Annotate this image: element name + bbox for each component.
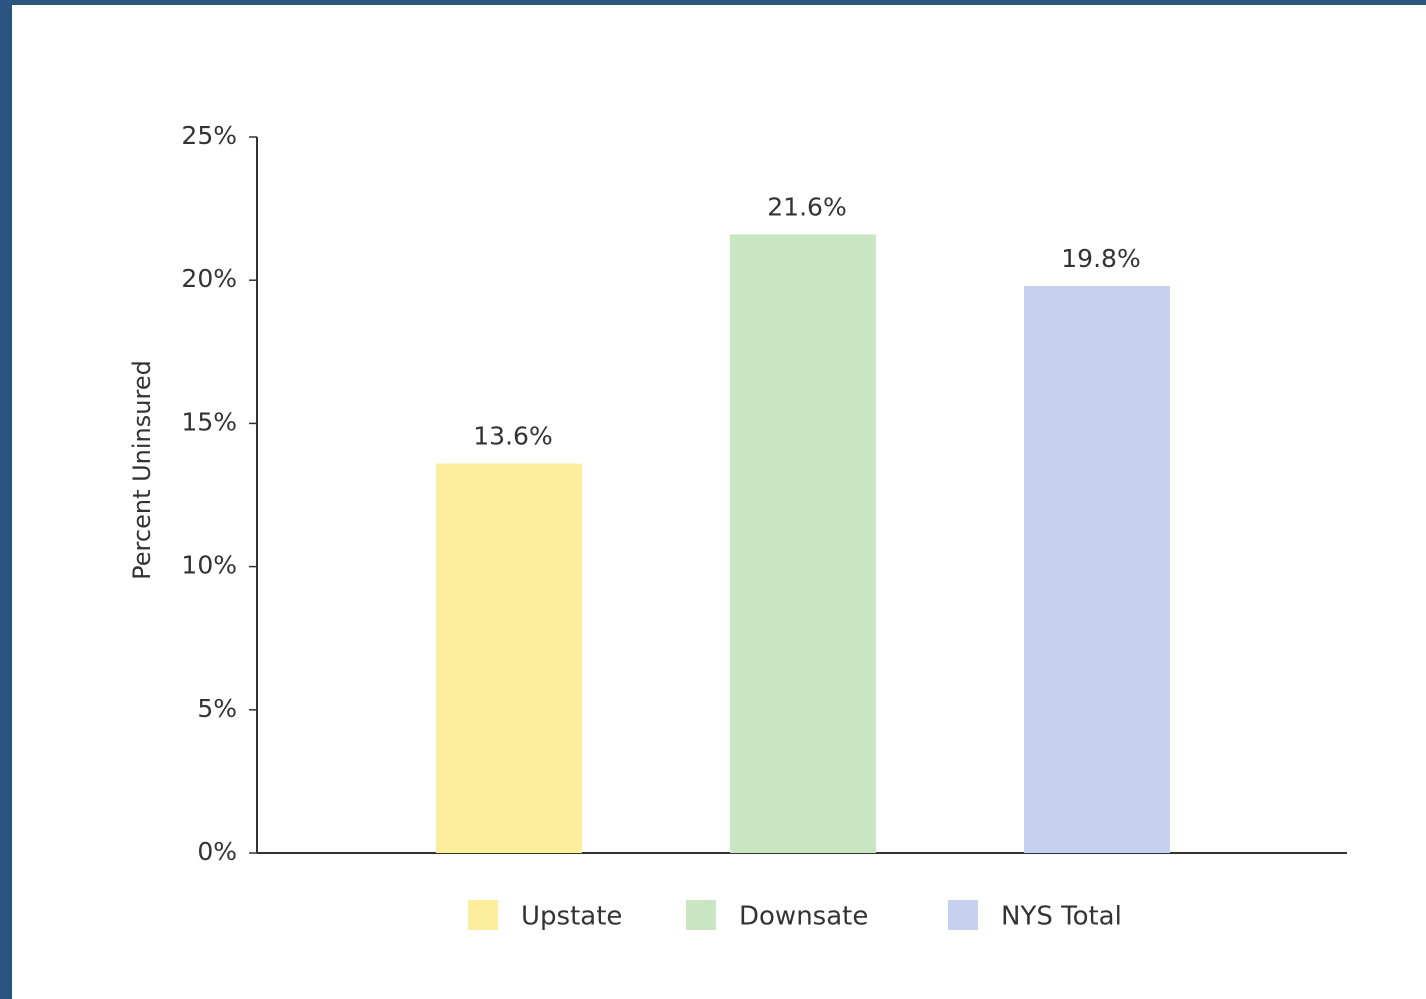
y-axis-title: Percent Uninsured — [128, 360, 156, 580]
legend-swatch — [948, 900, 978, 930]
bar — [436, 463, 582, 853]
y-tick-label: 10% — [181, 551, 237, 580]
bar — [1024, 285, 1170, 854]
value-label: 19.8% — [1061, 244, 1140, 273]
legend-swatch — [468, 900, 498, 930]
legend-label: Downsate — [739, 902, 868, 932]
legend-label: NYS Total — [1001, 902, 1122, 932]
value-label: 13.6% — [473, 421, 552, 450]
legend-label: Upstate — [521, 902, 622, 932]
y-tick-label: 15% — [181, 407, 237, 436]
y-tick-label: 0% — [197, 837, 237, 866]
y-tick-label: 5% — [197, 694, 237, 723]
legend-swatch — [686, 900, 716, 930]
value-label: 21.6% — [767, 192, 846, 221]
y-tick-label: 25% — [181, 121, 237, 150]
y-tick-label: 20% — [181, 264, 237, 293]
chart-frame — [12, 5, 1426, 999]
bar — [730, 234, 876, 854]
